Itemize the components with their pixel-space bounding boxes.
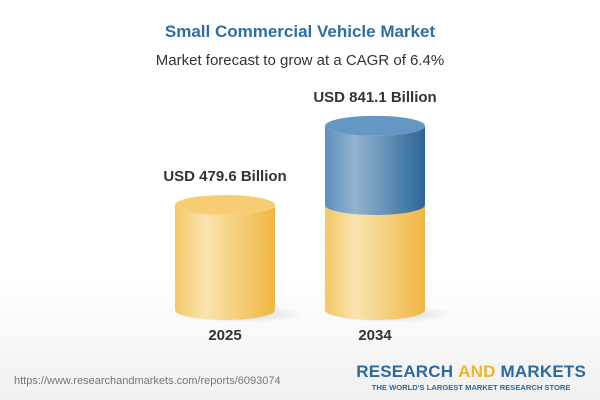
category-label: 2025 — [208, 327, 241, 344]
data-label: USD 841.1 Billion — [313, 89, 436, 106]
cylinder-2025-body — [175, 205, 275, 320]
research-and-markets-logo: RESEARCH AND MARKETS THE WORLD'S LARGEST… — [356, 362, 586, 392]
cylinder-2034-base-body — [325, 205, 425, 320]
chart-title: Small Commercial Vehicle Market — [164, 22, 436, 41]
chart-subtitle: Market forecast to grow at a CAGR of 6.4… — [155, 52, 445, 69]
cylinder-2025-top — [175, 195, 275, 215]
category-label: 2034 — [358, 327, 392, 344]
cylinder-2034-growth-body — [325, 125, 425, 215]
logo-tagline: THE WORLD'S LARGEST MARKET RESEARCH STOR… — [371, 383, 571, 392]
cylinder-2034-growth-top — [325, 115, 425, 136]
source-url[interactable]: https://www.researchandmarkets.com/repor… — [14, 375, 281, 387]
data-label: USD 479.6 Billion — [163, 168, 286, 185]
